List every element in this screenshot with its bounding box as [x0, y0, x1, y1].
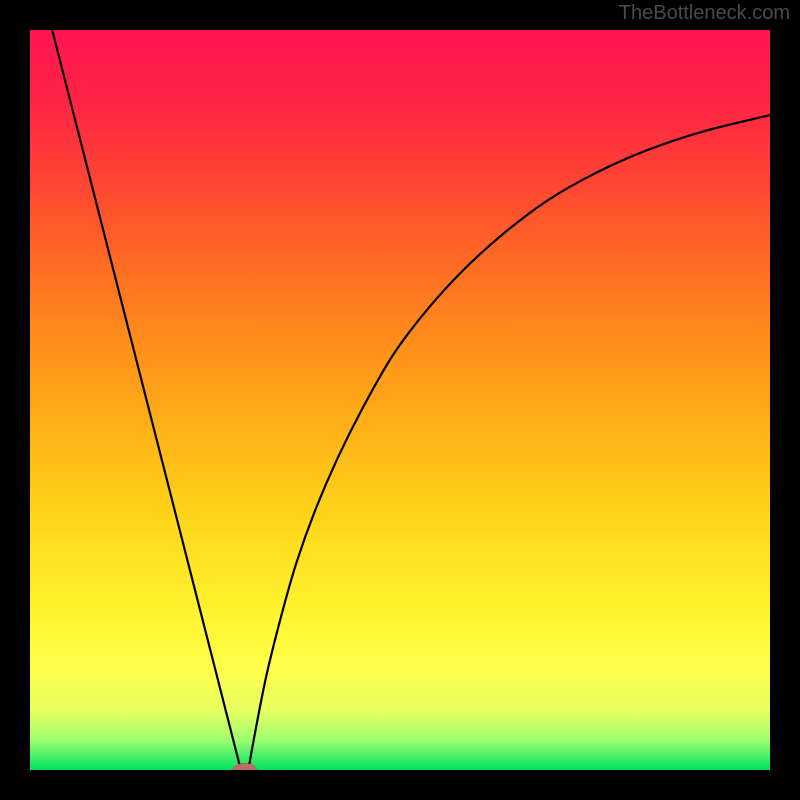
chart-svg [0, 0, 800, 800]
bottleneck-chart: TheBottleneck.com [0, 0, 800, 800]
watermark-text: TheBottleneck.com [619, 2, 790, 25]
